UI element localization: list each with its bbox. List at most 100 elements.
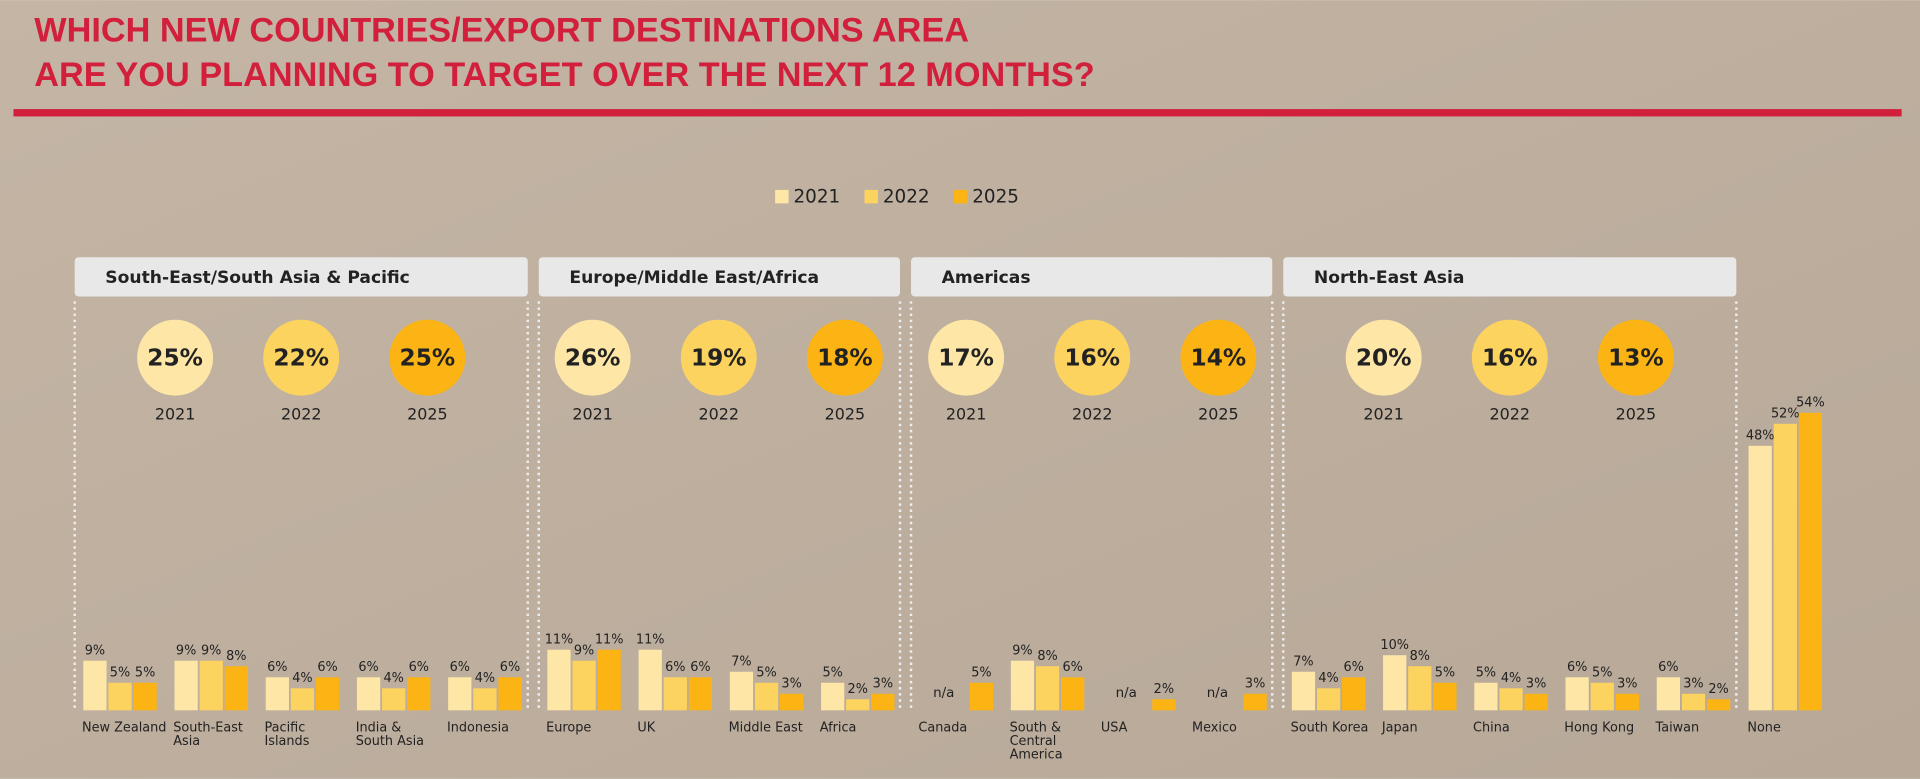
- bar: [174, 660, 198, 711]
- summary-circle: [1597, 319, 1674, 396]
- category-label-line: South-East: [173, 720, 243, 735]
- summary-circle: [137, 319, 214, 396]
- category-label-line: South &: [1010, 720, 1061, 735]
- value-label: 2%: [1708, 682, 1728, 697]
- summary-label: 25%: [400, 344, 456, 371]
- summary-label: 16%: [1064, 344, 1120, 371]
- bar: [1291, 671, 1316, 711]
- value-label: 6%: [500, 660, 520, 675]
- value-label: 6%: [358, 660, 378, 675]
- bar: [1152, 699, 1176, 711]
- category-label-line: China: [1473, 720, 1510, 735]
- group-title: South-East/South Asia & Pacific: [105, 268, 410, 288]
- summary-year: 2025: [1198, 405, 1238, 424]
- summary-year: 2021: [946, 405, 986, 424]
- value-label: 5%: [110, 665, 130, 680]
- bar: [1243, 693, 1267, 711]
- category-label: South & Central America: [1010, 720, 1063, 762]
- summary-label: 16%: [1482, 344, 1538, 371]
- category-label: India & South Asia: [356, 720, 424, 748]
- bar: [871, 693, 895, 711]
- category-label-line: Europe: [546, 720, 591, 735]
- category-label-line: Taiwan: [1655, 720, 1700, 735]
- value-label: 6%: [267, 660, 287, 675]
- value-label: 7%: [1293, 654, 1313, 669]
- bar: [1499, 688, 1523, 711]
- group-header: [911, 257, 1273, 297]
- value-label: 10%: [1380, 638, 1409, 653]
- category-label: South-East Asia: [173, 720, 243, 748]
- bar: [688, 677, 713, 711]
- category-label-line: India &: [356, 720, 402, 735]
- value-label: 6%: [665, 660, 685, 675]
- value-label: 5%: [1592, 665, 1612, 680]
- value-label: 6%: [409, 660, 429, 675]
- category-label-line: Islands: [264, 733, 309, 748]
- value-label: 9%: [176, 643, 196, 658]
- value-label: 11%: [595, 632, 624, 647]
- value-label: 9%: [574, 643, 594, 658]
- summary-year: 2021: [1363, 405, 1403, 424]
- bar: [1656, 677, 1680, 711]
- value-label: 2%: [1154, 682, 1174, 697]
- category-label: Pacific Islands: [264, 720, 309, 748]
- summary-circle: [554, 319, 631, 396]
- category-label-line: America: [1010, 747, 1063, 762]
- legend-label: 2021: [793, 186, 840, 207]
- summary-circle: [1471, 319, 1548, 396]
- category-label-line: South Asia: [356, 733, 424, 748]
- value-label: 6%: [1062, 660, 1082, 675]
- category-label: None: [1747, 720, 1781, 735]
- title-rule: [13, 109, 1902, 117]
- bar: [754, 682, 779, 711]
- value-label: 4%: [475, 671, 495, 686]
- value-label: 3%: [873, 676, 893, 691]
- value-label: 8%: [1037, 649, 1057, 664]
- category-label: Europe: [546, 720, 591, 735]
- bar: [1524, 693, 1548, 711]
- bar: [108, 682, 132, 711]
- bar: [547, 649, 571, 711]
- bar: [1706, 699, 1731, 711]
- category-label-line: Pacific: [264, 720, 305, 735]
- value-label: 3%: [1245, 676, 1265, 691]
- category-label: UK: [637, 720, 655, 735]
- summary-label: 17%: [938, 344, 994, 371]
- value-label: 4%: [1318, 671, 1338, 686]
- bar: [1798, 412, 1823, 711]
- category-label: Africa: [820, 720, 857, 735]
- value-label: 6%: [317, 660, 337, 675]
- group-title: Americas: [942, 268, 1031, 288]
- bar: [224, 666, 248, 711]
- bar: [1773, 423, 1797, 711]
- category-label-line: Asia: [173, 733, 200, 748]
- group-title: North-East Asia: [1314, 268, 1465, 288]
- value-label: 8%: [226, 649, 246, 664]
- bar: [1383, 655, 1407, 711]
- title-line: WHICH NEW COUNTRIES/EXPORT DESTINATIONS …: [34, 12, 969, 50]
- bar: [133, 682, 157, 711]
- bar: [1681, 693, 1706, 711]
- value-label: 11%: [545, 632, 574, 647]
- summary-label: 20%: [1356, 344, 1412, 371]
- bar: [969, 682, 994, 711]
- value-label: 54%: [1796, 395, 1825, 410]
- bar: [663, 677, 687, 711]
- summary-circle: [928, 319, 1005, 396]
- summary-label: 26%: [565, 344, 621, 371]
- value-label: 4%: [292, 671, 312, 686]
- category-label-line: UK: [637, 720, 655, 735]
- category-label-line: Middle East: [729, 720, 803, 735]
- category-label-line: Indonesia: [447, 720, 509, 735]
- category-label: Mexico: [1192, 720, 1237, 735]
- category-label-line: None: [1747, 720, 1781, 735]
- summary-label: 19%: [691, 344, 747, 371]
- bar: [1010, 660, 1035, 711]
- bar: [1615, 693, 1639, 711]
- value-label: 5%: [756, 665, 776, 680]
- value-label: 9%: [1012, 643, 1032, 658]
- value-label: 9%: [85, 643, 105, 658]
- group-title: Europe/Middle East/Africa: [569, 268, 819, 288]
- value-label: 4%: [1501, 671, 1521, 686]
